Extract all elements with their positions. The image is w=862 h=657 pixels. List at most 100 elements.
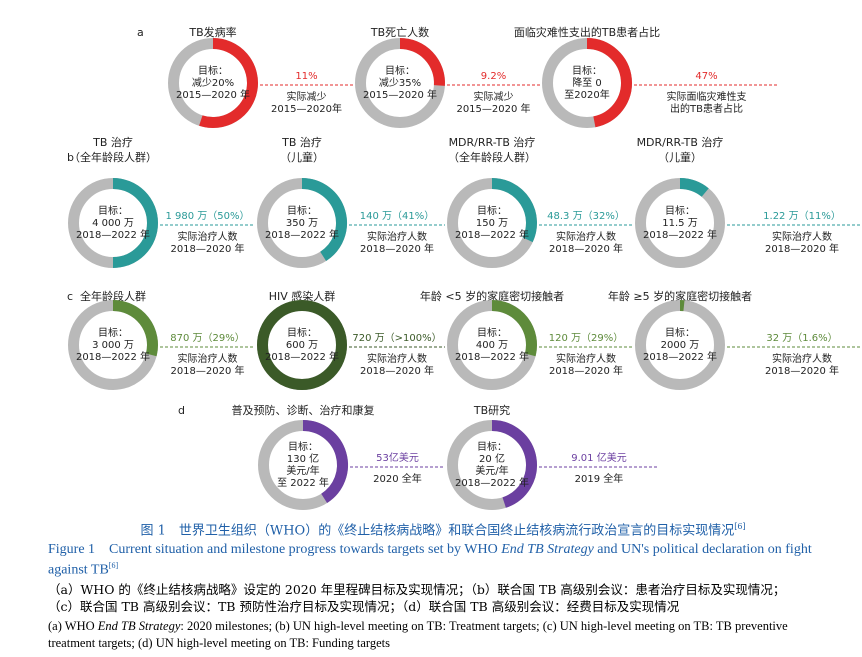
donut-progress [199,38,258,128]
panel-label: c [67,290,73,303]
actual-note: 2018—2020 年 [765,364,839,377]
actual-note: 实际治疗人数 [772,230,832,243]
donut-center-text: 降至 0 [572,76,602,89]
donut-center-text: 减少35% [379,77,421,89]
donut-title: TB研究 [473,403,510,417]
donut-title: （全年龄段人群） [69,150,157,164]
actual-value: 870 万（29%） [170,332,245,344]
donut-title: MDR/RR-TB 治疗 [637,135,724,149]
legend-text: : 2020 milestones; (b) UN high-level mee… [48,619,788,650]
actual-value: 1.22 万（11%） [763,210,841,222]
actual-value: 140 万（41%） [360,210,435,222]
donut-center-text: 2018—2022 年 [265,228,339,241]
donut-title: 面临灾难性支出的TB患者占比 [514,25,660,39]
donut-title: （儿童） [658,150,702,164]
actual-value: 11% [295,71,317,82]
donut-center-text: 美元/年 [286,464,319,477]
actual-value: 1 980 万（50%） [165,210,249,222]
donut-center-text: 2015—2020 年 [363,88,437,101]
panel-label: d [178,404,185,417]
actual-note: 实际治疗人数 [556,352,616,365]
donut-progress [679,178,709,197]
actual-note: 2015—2020 年 [456,102,530,115]
donut-center-text: 目标： [477,327,507,339]
donut-center-text: 2018—2022 年 [76,350,150,363]
actual-value: 48.3 万（32%） [547,210,625,222]
donut-title: 年龄 <5 岁的家庭密切接触者 [420,289,564,303]
donut-center-text: 目标： [98,205,128,217]
actual-value: 720 万（>100%） [352,332,441,344]
legend-line: （c）联合国 TB 高级别会议：TB 预防性治疗目标及实现情况；（d）联合国 T… [48,599,680,614]
donut-progress [491,420,537,508]
donut-center-text: 2018—2022 年 [455,228,529,241]
actual-note: 实际治疗人数 [178,230,238,243]
caption-ref: [6] [734,522,746,531]
actual-value: 120 万（29%） [549,332,624,344]
donut-center-text: 2018—2022 年 [455,476,529,489]
caption-italic: End TB Strategy [501,542,594,557]
actual-note: 实际面临灾难性支 [667,90,747,103]
donut-title: TB死亡人数 [370,25,429,39]
donut-center-text: 目标： [477,205,507,217]
donut-center-text: 目标： [98,327,128,339]
donut-center-text: 至2020年 [564,88,609,101]
donut-title: TB发病率 [188,25,236,39]
donut-title: （儿童） [280,150,324,164]
legend-italic: End TB Strategy [97,619,181,633]
donut-center-text: 美元/年 [475,464,508,477]
donut-progress [586,38,632,128]
actual-note: 2018—2020 年 [360,364,434,377]
actual-note: 2018—2020 年 [549,364,623,377]
actual-value: 32 万（1.6%） [766,332,837,344]
donut-center-text: 减少20% [192,77,234,89]
donut-title: 年龄 ≥5 岁的家庭密切接触者 [608,289,752,303]
caption-text: and UN's political declaration on fight … [48,542,812,578]
donut-center-text: 2000 万 [661,340,700,351]
donut-center-text: 4 000 万 [92,218,134,229]
donut-center-text: 2018—2022 年 [455,350,529,363]
actual-note: 2018—2020 年 [549,242,623,255]
caption-en: Figure 1 Current situation and milestone… [48,542,838,579]
legend-text: (a) WHO [48,619,98,633]
donut-center-text: 20 亿 [479,452,505,465]
donut-title: 全年龄段人群 [80,289,146,303]
donut-progress [301,178,347,261]
donut-center-text: 350 万 [286,218,318,229]
actual-note: 实际治疗人数 [556,230,616,243]
actual-value: 53亿美元 [376,451,419,464]
donut-center-text: 目标： [572,65,602,77]
donut-center-text: 目标： [665,205,695,217]
donut-center-text: 150 万 [476,218,508,229]
legend-line: （a）WHO 的《终止结核病战略》设定的 2020 年里程碑目标及实现情况；（b… [48,582,786,597]
donut-progress [399,38,445,86]
donut-center-text: 目标： [288,441,318,453]
actual-note: 2018—2020 年 [170,242,244,255]
actual-note: 实际治疗人数 [367,230,427,243]
donut-center-text: 目标： [287,327,317,339]
donut-title: 普及预防、诊断、治疗和康复 [232,403,375,417]
actual-note: 2019 全年 [575,472,624,485]
legend-zh: （a）WHO 的《终止结核病战略》设定的 2020 年里程碑目标及实现情况；（b… [48,581,838,615]
actual-note: 2018—2020 年 [170,364,244,377]
panel-label: b [67,151,74,164]
donut-center-text: 目标： [198,65,228,77]
actual-value: 47% [695,71,717,82]
donut-title: HIV 感染人群 [269,289,336,303]
donut-center-text: 2018—2022 年 [76,228,150,241]
donut-title: TB 治疗 [281,135,322,149]
donut-center-text: 2018—2022 年 [643,228,717,241]
donut-center-text: 目标： [477,441,507,453]
donut-center-text: 目标： [665,327,695,339]
donut-center-text: 目标： [385,65,415,77]
legend-en: (a) WHO End TB Strategy: 2020 milestones… [48,618,838,652]
caption-zh: 图 1 世界卫生组织（WHO）的《终止结核病战略》和联合国终止结核病流行政治宣言… [48,519,838,539]
caption-text: Figure 1 Current situation and milestone… [48,542,502,557]
donut-center-text: 130 亿 [287,452,319,465]
donut-progress [257,300,347,390]
donut-center-text: 2018—2022 年 [265,350,339,363]
donut-progress [302,420,348,503]
caption-ref: [6] [108,561,119,570]
panel-label: a [137,26,144,39]
